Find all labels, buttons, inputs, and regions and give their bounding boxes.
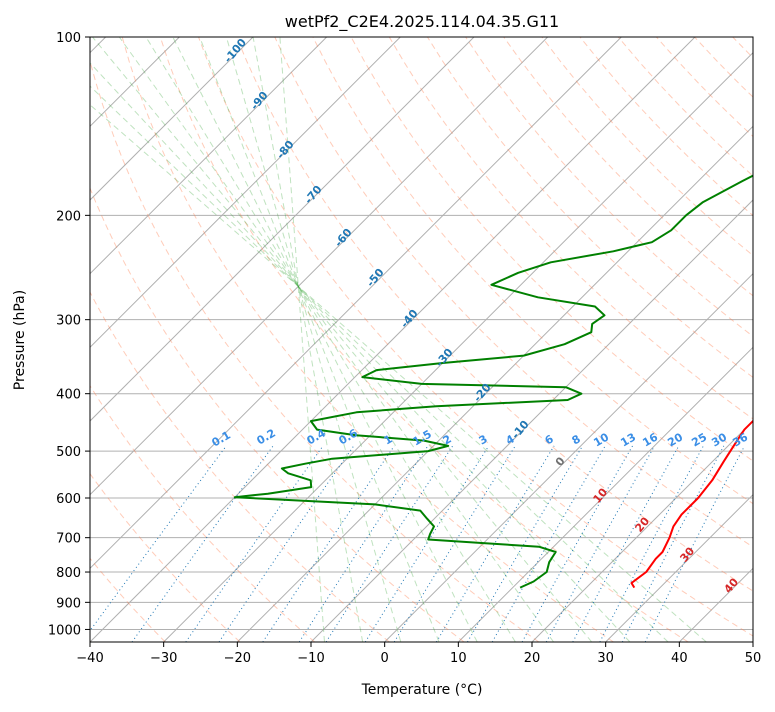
x-tick-label: 30 [597,651,614,666]
x-tick-label: 50 [745,651,762,666]
y-tick-label: 200 [56,209,81,224]
x-tick-label: −10 [297,651,324,666]
x-tick-label: −20 [224,651,251,666]
y-tick-label: 700 [56,532,81,547]
y-tick-label: 800 [56,566,81,581]
x-axis-label: Temperature (°C) [361,682,483,698]
x-tick-label: 20 [524,651,541,666]
y-tick-label: 100 [56,31,81,46]
x-tick-label: 40 [671,651,688,666]
x-tick-label: 0 [381,651,389,666]
x-tick-label: 10 [450,651,467,666]
x-tick-label: −40 [76,651,103,666]
y-tick-label: 500 [56,445,81,460]
y-tick-label: 400 [56,388,81,403]
y-axis-label: Pressure (hPa) [12,290,28,390]
y-tick-label: 1000 [48,623,81,638]
chart-title: wetPf2_C2E4.2025.114.04.35.G11 [285,12,559,32]
x-tick-label: −30 [150,651,177,666]
y-tick-label: 300 [56,314,81,329]
y-tick-label: 600 [56,492,81,507]
y-tick-label: 900 [56,596,81,611]
